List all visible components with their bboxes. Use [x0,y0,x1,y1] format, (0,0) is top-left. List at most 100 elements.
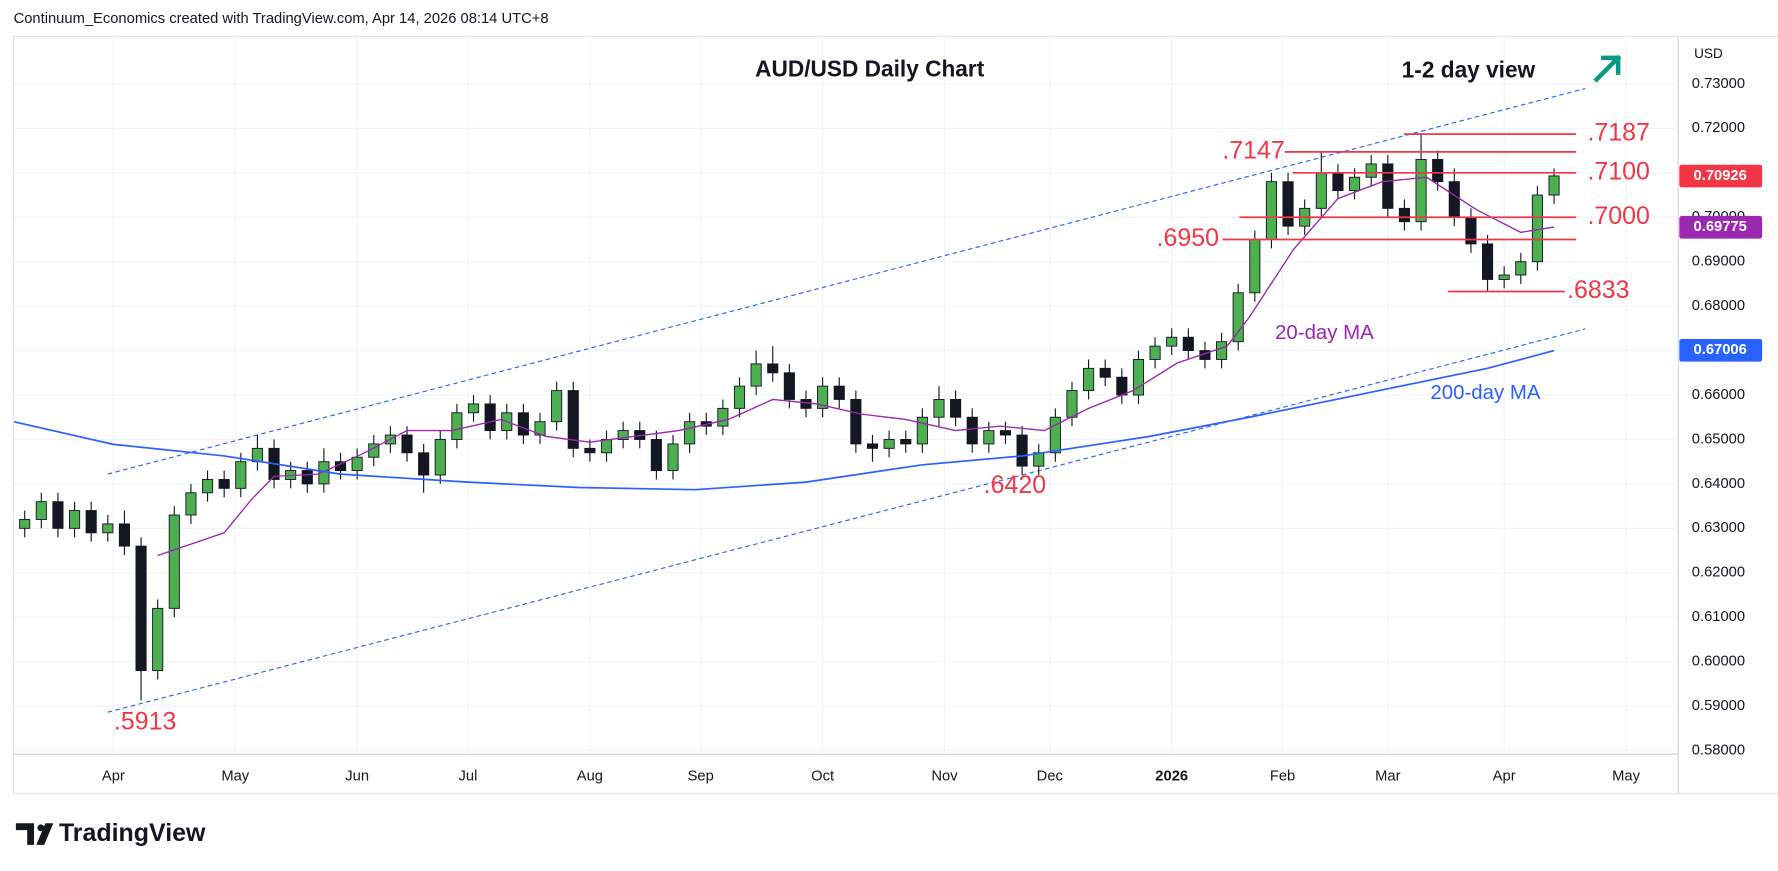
candle-body [750,363,762,387]
candle-body [102,523,114,534]
candle-body [1448,181,1460,218]
price-label: 0.69775 [1694,219,1747,235]
candle-body [1066,390,1078,418]
candle-body [35,501,47,520]
candle-body [351,456,363,472]
candle-body [19,519,31,529]
price-label: 0.70926 [1694,168,1747,184]
candle-body [1332,172,1344,192]
candle-body [1349,176,1361,192]
candle-body [1149,345,1161,360]
candle-body [933,399,945,418]
channel-upper [107,87,1586,475]
candle-body [717,407,729,427]
candle-body [1033,452,1045,467]
y-tick-label: 0.68000 [1692,298,1745,314]
candle-body [1548,175,1560,196]
y-tick-label: 0.59000 [1692,698,1745,714]
price-label-box [1679,338,1763,362]
candle-body [1083,367,1095,392]
level-label: .6950 [1157,224,1219,252]
y-tick-label: 0.65000 [1692,431,1745,447]
price-label: 0.67006 [1694,342,1747,358]
candle-body [850,399,862,445]
level-label: .7187 [1588,119,1650,147]
x-tick-label: Sep [688,769,714,785]
candle-body [401,434,413,454]
x-tick-label: 2026 [1155,769,1188,785]
candle-body [152,607,164,672]
candle-body [833,385,845,400]
candle-body [1282,181,1294,227]
level-label: .7147 [1222,137,1284,165]
candle-body [600,439,613,454]
candle-body [1049,416,1061,454]
candle-body [617,430,629,440]
candle-body [1365,163,1377,178]
candle-body [966,416,978,445]
price-label-box [1679,164,1763,188]
moving-average-line [13,349,1555,491]
low-annotation: .6420 [984,471,1046,499]
candle-body [1498,274,1510,280]
candle-body [201,479,214,494]
candle-body [1398,207,1410,223]
moving-average-line [157,176,1555,557]
candle-body [983,430,995,445]
candle-body [999,430,1012,436]
x-tick-label: Oct [811,769,834,785]
header: Continuum_Economics created with Trading… [14,11,549,27]
candle-body [69,510,81,529]
x-tick-label: Apr [1493,769,1516,785]
y-tick-label: 0.66000 [1692,387,1745,403]
level-label: .7000 [1588,202,1650,230]
x-tick-label: Feb [1270,769,1295,785]
x-tick-label: Jun [345,769,369,785]
x-tick-label: Apr [102,769,125,785]
y-tick-label: 0.72000 [1692,120,1745,136]
candle-body [1315,172,1327,209]
x-tick-label: Nov [931,769,958,785]
y-tick-label: 0.73000 [1692,76,1745,92]
y-tick-label: 0.64000 [1692,476,1745,492]
candle-body [1016,434,1028,467]
candle-body [1166,336,1178,347]
candle-body [52,501,64,529]
candle-body [168,514,180,609]
candle-body [1382,163,1394,209]
y-tick-label: 0.61000 [1692,609,1745,625]
y-tick-label: 0.60000 [1692,654,1745,670]
x-tick-label: Jul [459,769,478,785]
y-tick-label: 0.69000 [1692,254,1745,270]
y-tick-label: 0.62000 [1692,565,1745,581]
y-axis-label: USD [1694,46,1723,61]
candle-body [434,439,446,476]
candle-body [767,363,779,374]
candle-body [118,523,130,547]
ma-label: 200-day MA [1430,382,1540,404]
candle-body [1182,336,1194,352]
candle-body [218,479,230,489]
candle-body [684,421,696,445]
candle-body [451,412,463,440]
plot-layer [13,133,1577,701]
x-tick-label: May [1612,769,1640,785]
candle-body [584,447,596,454]
price-label-box [1679,215,1763,239]
candle-body [251,447,263,463]
candle-body [567,390,579,449]
candle-body [1099,367,1111,378]
channel-lower [107,328,1586,713]
candle-body [650,439,662,472]
candle-body [866,443,879,449]
candle-body [1515,261,1527,276]
candle-body [1432,159,1444,183]
candle-body [467,403,480,414]
ma-label: 20-day MA [1275,322,1374,344]
candle-body [1249,239,1261,294]
candle-body [135,545,147,672]
candle-body [1415,159,1427,223]
y-tick-label: 0.58000 [1692,742,1745,758]
